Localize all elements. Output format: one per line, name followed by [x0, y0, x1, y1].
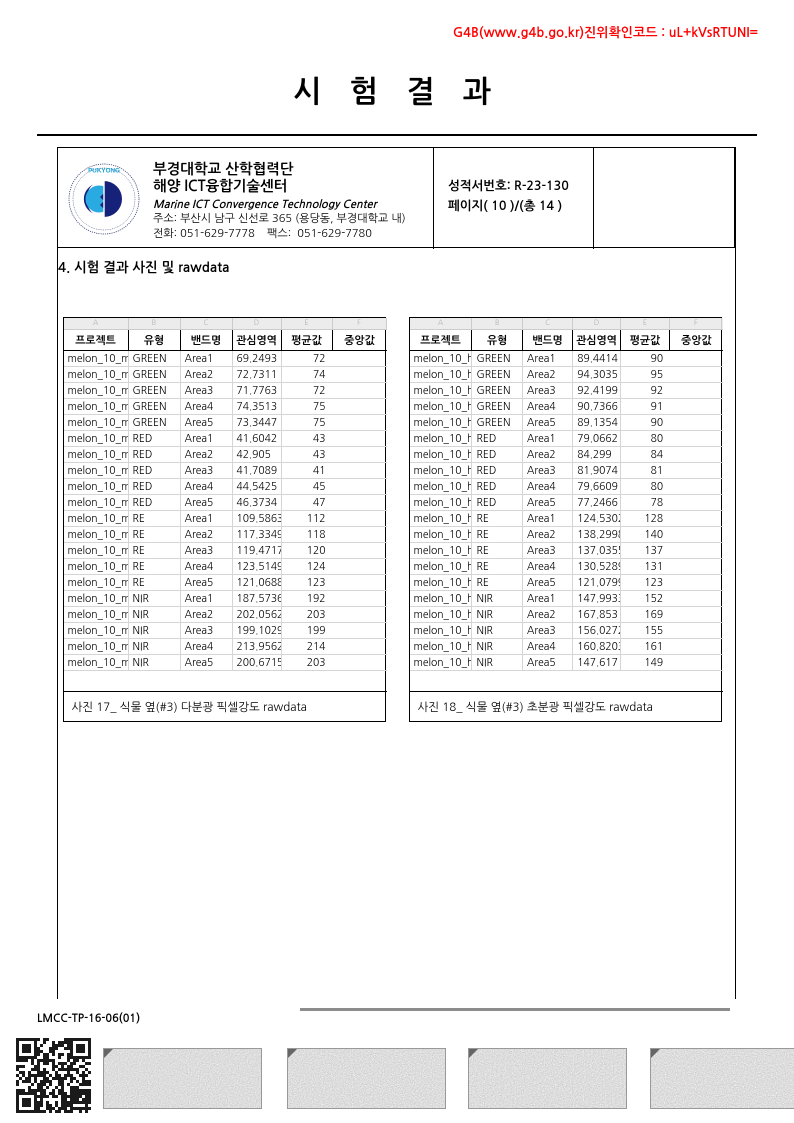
svg-text:PUKYONG: PUKYONG — [88, 168, 120, 175]
